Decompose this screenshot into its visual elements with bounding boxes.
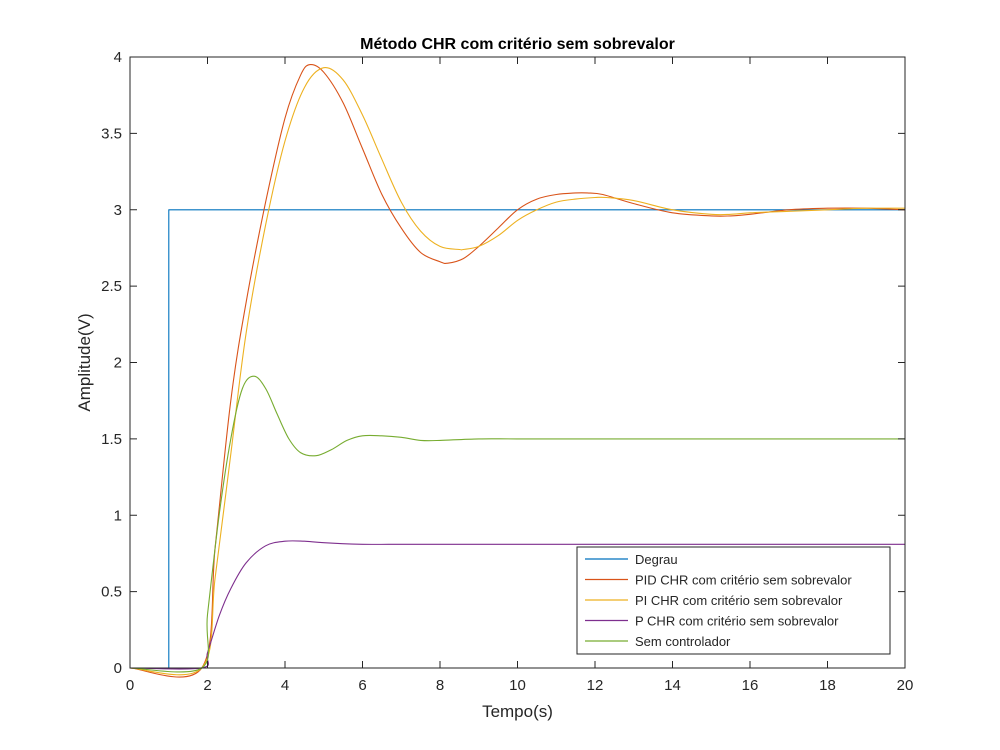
x-tick-label: 12 [587, 677, 604, 694]
legend-label-2: PI CHR com critério sem sobrevalor [635, 593, 843, 608]
series-line-3 [129, 540, 905, 670]
legend-label-3: P CHR com critério sem sobrevalor [635, 614, 839, 629]
legend: Degrau PID CHR com critério sem sobrevalo… [576, 546, 891, 655]
y-axis-label: Amplitude(V) [75, 313, 94, 411]
x-tick-label: 16 [742, 677, 759, 694]
legend-label-1: PID CHR com critério sem sobrevalor [635, 573, 852, 588]
series-line-1 [129, 63, 906, 678]
x-tick-label: 0 [126, 677, 134, 694]
y-tick-label: 2.5 [101, 278, 122, 295]
x-tick-label: 8 [436, 677, 444, 694]
x-axis-label: Tempo(s) [482, 702, 553, 721]
y-tick-label: 1 [114, 507, 122, 524]
x-tick-label: 4 [281, 677, 289, 694]
x-tick-label: 20 [897, 677, 914, 694]
y-tick-label: 3.5 [101, 125, 122, 142]
y-tick-label: 0.5 [101, 584, 122, 601]
y-tick-label: 4 [114, 49, 122, 66]
x-tick-label: 18 [819, 677, 836, 694]
series-line-2 [129, 66, 906, 676]
legend-label-0: Degrau [635, 552, 678, 567]
y-tick-label: 3 [114, 202, 122, 219]
x-tick-label: 6 [358, 677, 366, 694]
x-tick-label: 2 [203, 677, 211, 694]
y-tick-label: 0 [114, 660, 122, 677]
y-tick-label: 1.5 [101, 431, 122, 448]
legend-box [576, 546, 891, 655]
chart-title: Método CHR com critério sem sobrevalor [360, 36, 675, 53]
legend-label-4: Sem controlador [635, 634, 731, 649]
series-line-4 [129, 375, 905, 673]
x-tick-label: 10 [509, 677, 526, 694]
x-tick-label: 14 [664, 677, 681, 694]
ticks-layer: 0 2 4 6 8 10 12 14 16 18 20 0 0.5 1 1.5 2 2.5 3 3.5 4 [101, 49, 913, 694]
y-tick-label: 2 [114, 355, 122, 372]
